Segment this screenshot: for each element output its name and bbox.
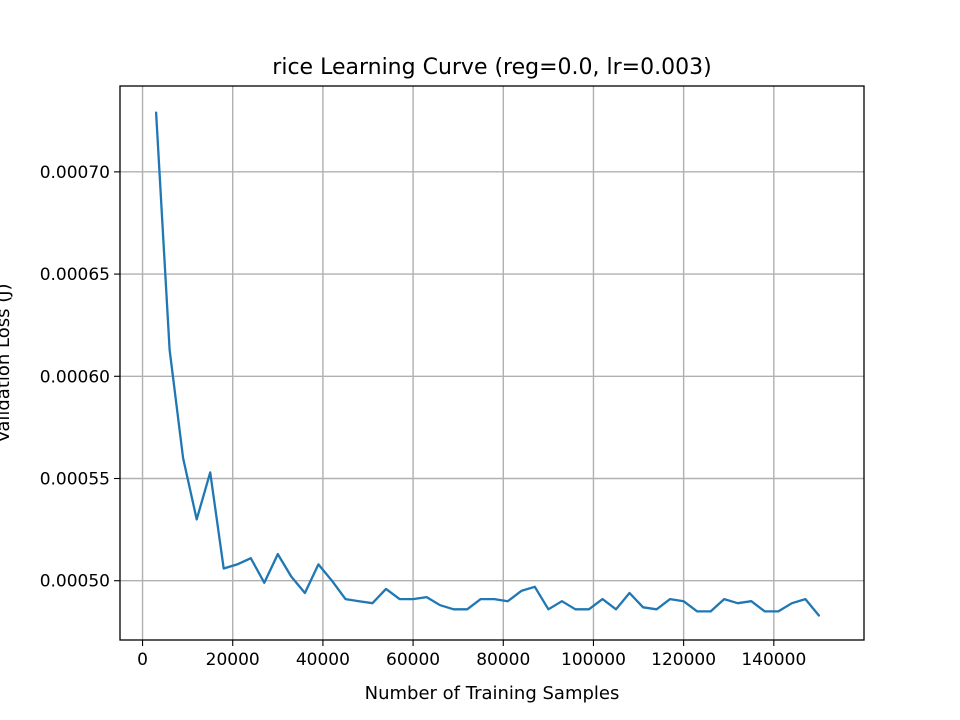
x-tick-label: 60000 (386, 650, 440, 670)
y-tick-label: 0.00055 (40, 470, 110, 490)
y-tick-label: 0.00065 (40, 265, 110, 285)
grid-lines (120, 86, 864, 640)
x-tick-label: 80000 (476, 650, 530, 670)
x-axis-ticks: 0 20000 40000 60000 80000 100000 120000 140000 (137, 640, 806, 670)
y-tick-label: 0.00060 (40, 367, 110, 387)
series-layer (154, 111, 821, 617)
x-tick-label: 0 (137, 650, 148, 670)
y-tick-label: 0.00050 (40, 572, 110, 592)
x-tick-label: 20000 (206, 650, 260, 670)
x-tick-label: 120000 (651, 650, 716, 670)
plot-frame (119, 85, 865, 641)
y-tick-label: 0.00070 (40, 163, 110, 183)
x-axis-label: Number of Training Samples (365, 683, 620, 704)
y-axis-ticks: 0.00050 0.00055 0.00060 0.00065 0.00070 (40, 163, 120, 592)
x-tick-label: 40000 (296, 650, 350, 670)
x-tick-label: 100000 (561, 650, 626, 670)
series-line (154, 111, 821, 617)
x-tick-label: 140000 (741, 650, 806, 670)
chart-title: rice Learning Curve (reg=0.0, lr=0.003) (272, 55, 711, 80)
y-axis-label: Validation Loss (J) (0, 283, 14, 442)
